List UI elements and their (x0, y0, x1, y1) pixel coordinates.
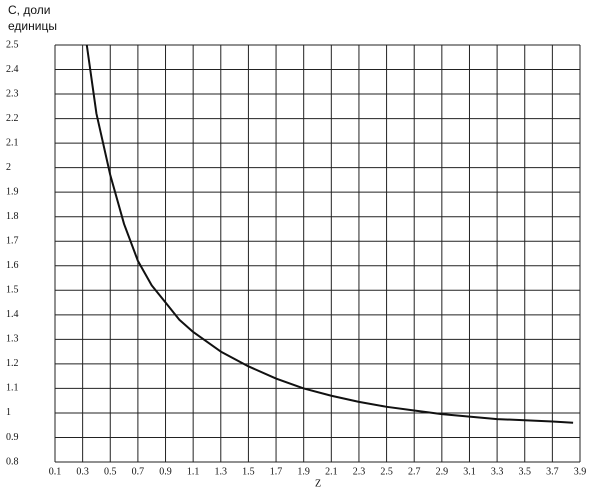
y-tick-label: 2 (6, 162, 11, 173)
y-tick-label: 1.4 (6, 309, 19, 320)
x-tick-label: 2.5 (380, 466, 393, 477)
y-tick-label: 1.3 (6, 334, 19, 345)
y-tick-label: 1.7 (6, 236, 19, 247)
y-tick-label: 0.9 (6, 432, 19, 443)
y-tick-label: 0.8 (6, 456, 19, 467)
y-tick-label: 1.6 (6, 260, 19, 271)
y-tick-label: 1.9 (6, 186, 19, 197)
y-tick-label: 2.1 (6, 137, 19, 148)
x-tick-label: 3.9 (574, 466, 587, 477)
x-tick-label: 1.1 (187, 466, 200, 477)
y-tick-label: 2.3 (6, 88, 19, 99)
x-tick-label: 3.5 (518, 466, 531, 477)
x-tick-label: 2.9 (436, 466, 449, 477)
x-tick-label: 1.3 (215, 466, 228, 477)
y-tick-label: 1.5 (6, 285, 19, 296)
y-tick-label: 1 (6, 407, 11, 418)
y-tick-label: 1.2 (6, 358, 19, 369)
x-tick-label: 0.7 (132, 466, 145, 477)
x-tick-label: 0.3 (76, 466, 89, 477)
x-tick-label: 3.7 (546, 466, 559, 477)
y-tick-label: 1.1 (6, 383, 19, 394)
x-tick-label: 0.1 (49, 466, 62, 477)
x-axis-label: Z (315, 478, 321, 489)
x-tick-label: 0.9 (159, 466, 172, 477)
x-tick-label: 1.5 (242, 466, 255, 477)
x-tick-label: 3.1 (463, 466, 476, 477)
chart-title: единицы (8, 19, 57, 33)
y-tick-label: 2.5 (6, 39, 19, 50)
x-tick-label: 1.7 (270, 466, 283, 477)
y-tick-label: 2.2 (6, 113, 19, 124)
x-tick-label: 0.5 (104, 466, 117, 477)
y-tick-label: 2.4 (6, 64, 19, 75)
chart-title: С, доли (8, 3, 50, 17)
curve (85, 44, 574, 424)
x-tick-label: 1.9 (297, 466, 310, 477)
x-tick-label: 2.1 (325, 466, 338, 477)
x-tick-label: 2.3 (353, 466, 366, 477)
y-tick-label: 1.8 (6, 211, 19, 222)
x-tick-label: 2.7 (408, 466, 421, 477)
x-tick-label: 3.3 (491, 466, 504, 477)
